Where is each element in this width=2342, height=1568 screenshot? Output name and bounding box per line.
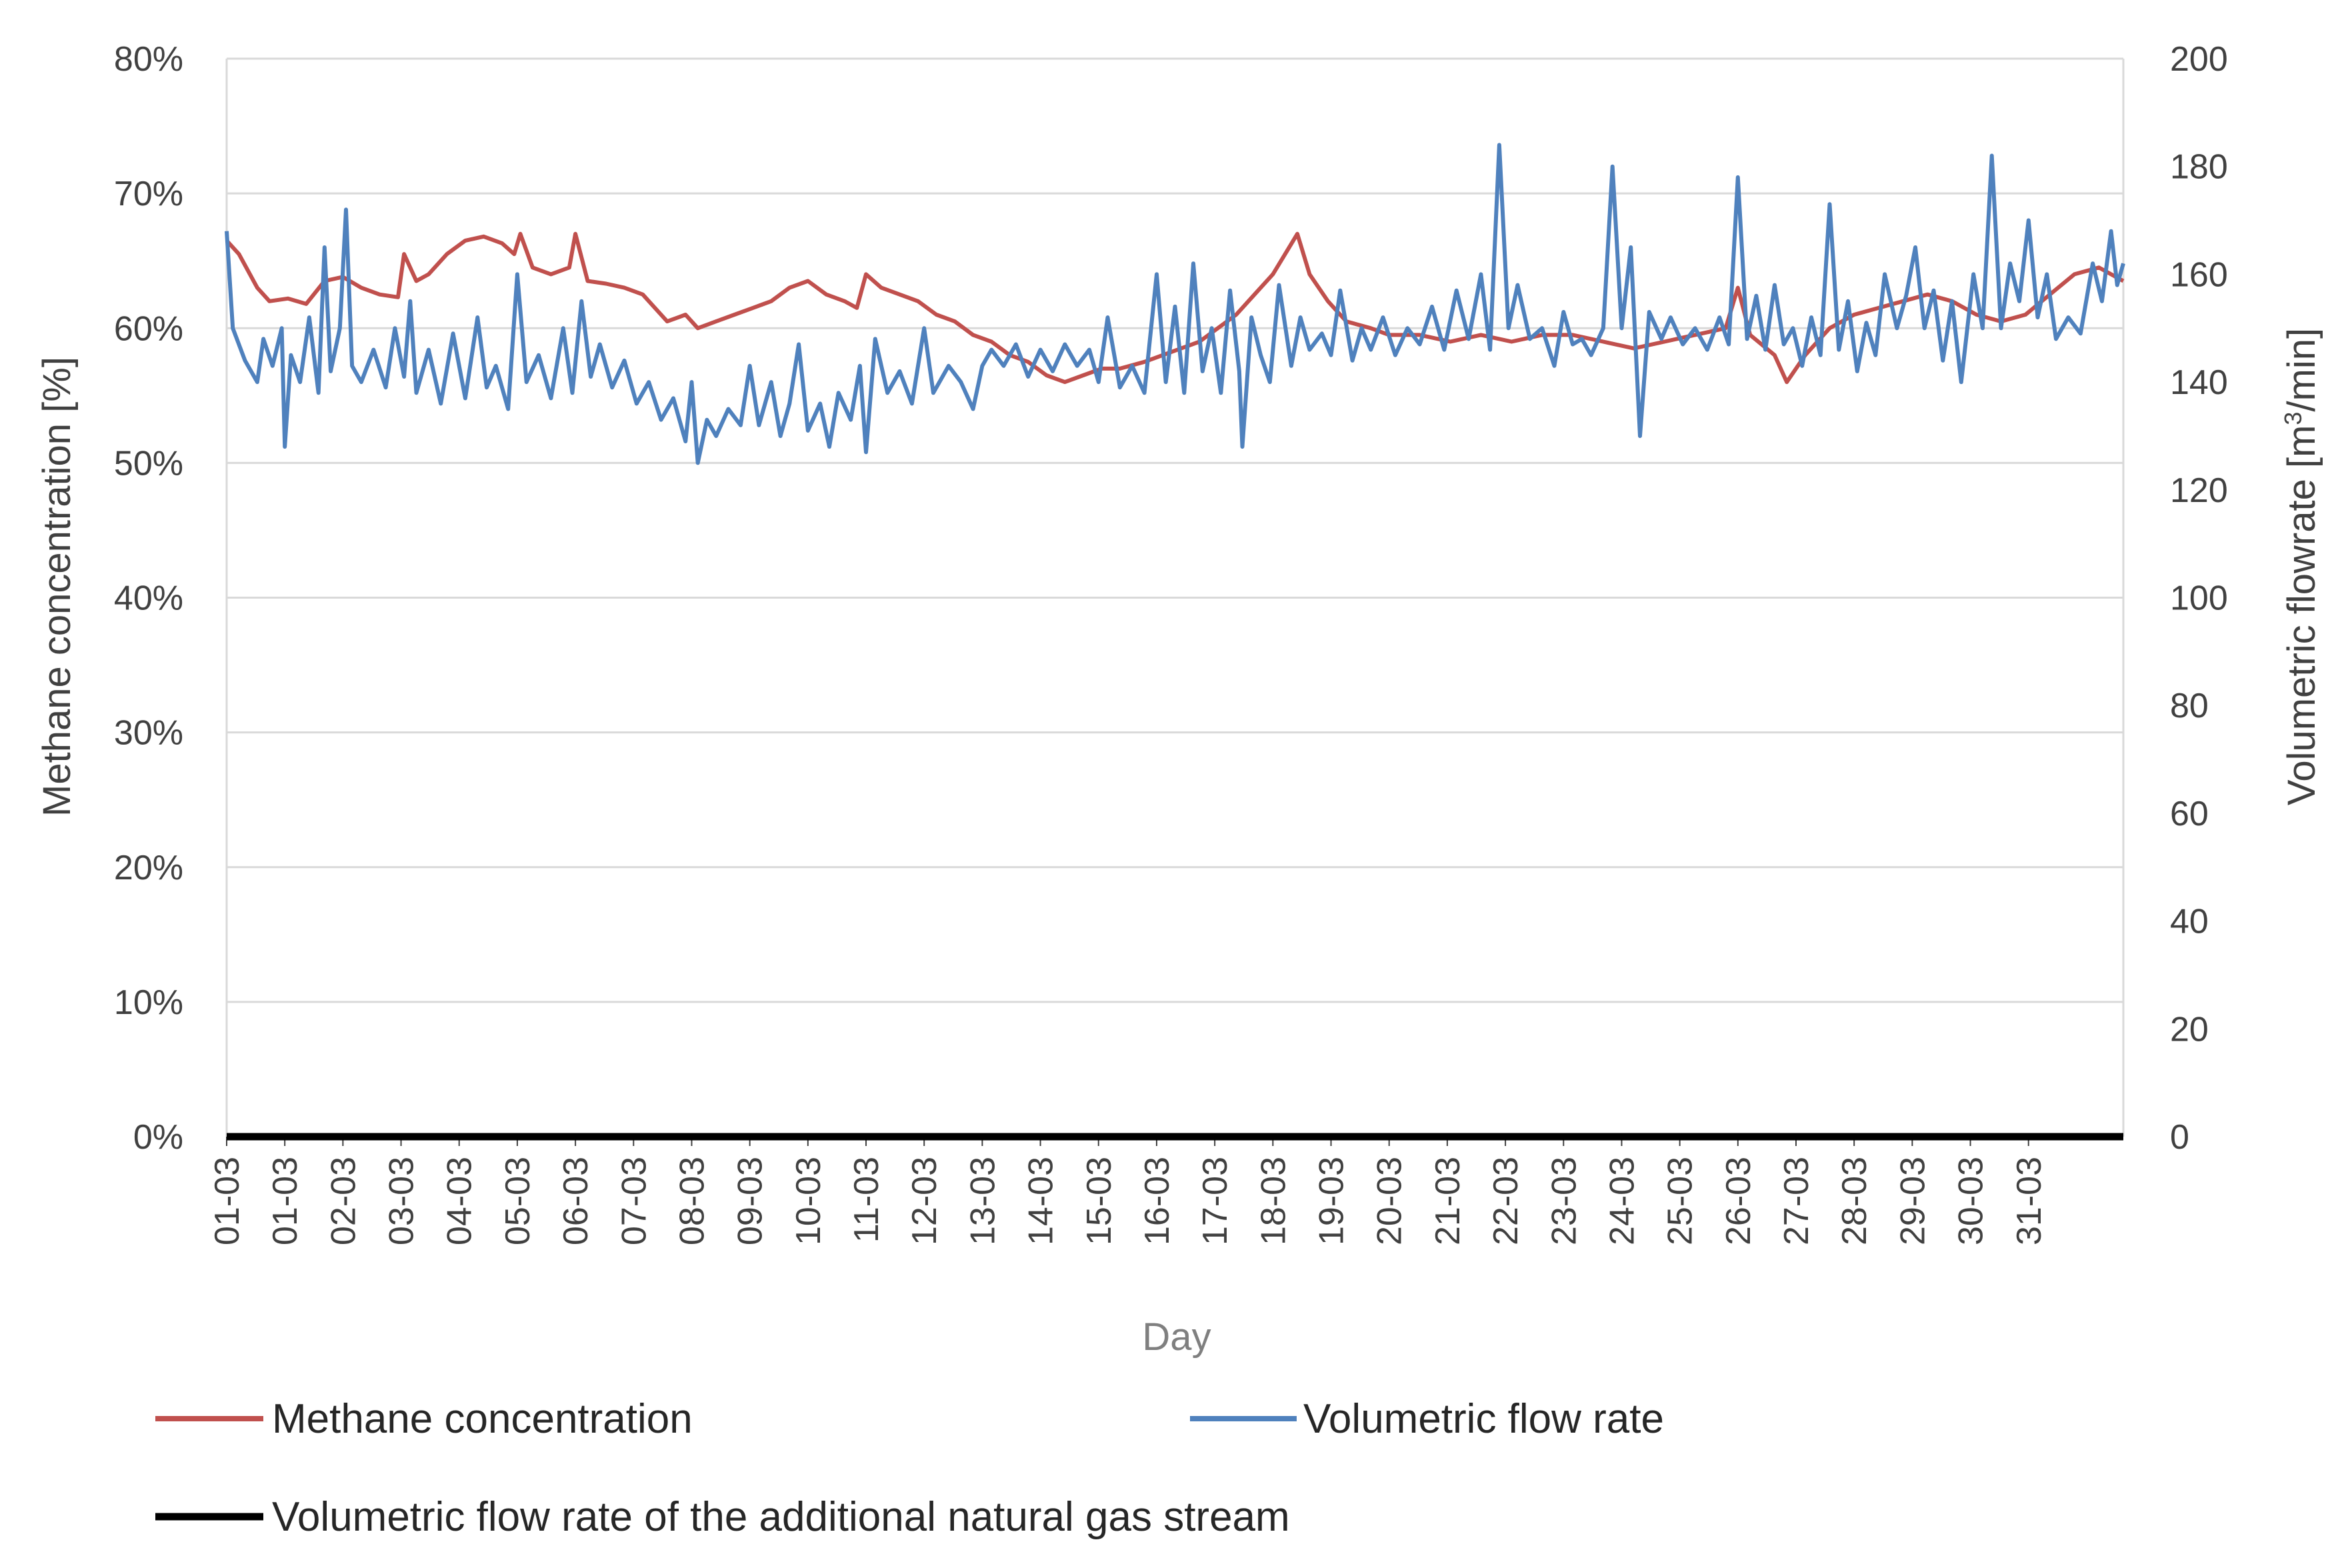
x-tick-label: 12-03 [905,1157,944,1245]
legend-label-flow-rate: Volumetric flow rate [1303,1396,1664,1442]
series-layer [225,143,2125,1141]
x-tick-label: 09-03 [731,1157,770,1245]
legend: Methane concentration Volumetric flow ra… [155,1396,1664,1540]
x-tick-label: 18-03 [1254,1157,1293,1245]
x-tick-label: 13-03 [963,1157,1002,1245]
right-axis-title: Volumetric flowrate [m3/min] [2279,328,2324,805]
x-tick-label: 31-03 [2010,1157,2049,1245]
legend-item-methane: Methane concentration [155,1396,693,1442]
x-tick-label: 03-03 [383,1157,421,1245]
x-tick-label: 01-03 [266,1157,305,1245]
x-tick-label: 16-03 [1138,1157,1177,1245]
x-tick-label: 10-03 [789,1157,828,1245]
legend-item-flow-rate: Volumetric flow rate [1190,1396,1664,1442]
left-y-tick-label: 80% [114,40,183,79]
x-tick-label: 14-03 [1022,1157,1061,1245]
left-y-tick-label: 10% [114,983,183,1022]
x-tick-label: 08-03 [673,1157,711,1245]
left-y-axis-ticks: 0% 10% 20% 30% 40% 50% 60% 70% 80% [114,40,183,1157]
x-tick-label: 30-03 [1952,1157,1991,1245]
x-tick-label: 20-03 [1371,1157,1409,1245]
x-tick-label: 17-03 [1196,1157,1235,1245]
x-tick-label: 22-03 [1487,1157,1525,1245]
right-axis-title-superscript: 3 [2279,412,2307,425]
x-tick-label: 25-03 [1661,1157,1700,1245]
legend-item-natural-gas: Volumetric flow rate of the additional n… [155,1494,1290,1540]
x-tick-label: 23-03 [1545,1157,1583,1245]
left-y-tick-label: 50% [114,444,183,483]
right-axis-title-main: Volumetric flowrate [m [2280,425,2323,806]
left-y-tick-label: 60% [114,309,183,348]
left-y-tick-label: 0% [133,1118,183,1157]
right-y-tick-label: 140 [2170,363,2228,402]
x-tick-label: 05-03 [499,1157,537,1245]
left-y-tick-label: 30% [114,714,183,753]
legend-label-methane: Methane concentration [272,1396,693,1442]
x-tick-label: 01-03 [208,1157,247,1245]
x-tick-label: 11-03 [847,1157,886,1243]
right-y-tick-label: 60 [2170,795,2209,833]
gridlines [225,57,2125,1137]
right-y-axis-ticks: 0 20 40 60 80 100 120 140 160 180 200 [2170,40,2228,1157]
x-tick-label: 02-03 [324,1157,363,1245]
right-y-tick-label: 120 [2170,471,2228,510]
right-y-tick-label: 180 [2170,148,2228,187]
x-tick-label: 21-03 [1429,1157,1467,1245]
x-tick-label: 07-03 [615,1157,653,1245]
x-tick-label: 24-03 [1603,1157,1641,1245]
legend-label-natural-gas: Volumetric flow rate of the additional n… [272,1494,1290,1540]
right-y-tick-label: 80 [2170,687,2209,725]
left-y-tick-label: 20% [114,849,183,887]
x-tick-label: 29-03 [1893,1157,1932,1245]
x-tick-label: 15-03 [1080,1157,1119,1245]
x-tick-label: 27-03 [1777,1157,1816,1245]
x-axis-title: Day [1142,1315,1211,1359]
right-y-tick-label: 100 [2170,579,2228,618]
x-tick-label: 19-03 [1313,1157,1351,1245]
left-axis-title: Methane concentration [%] [35,357,79,817]
volumetric-flow-rate-line [225,143,2125,465]
right-y-tick-label: 160 [2170,255,2228,294]
right-y-tick-label: 40 [2170,903,2209,941]
x-axis-ticks: 01-03 01-03 02-03 03-03 04-03 05-03 06-03 07-03… [208,1137,2049,1245]
left-y-tick-label: 40% [114,579,183,618]
left-y-tick-label: 70% [114,175,183,213]
right-axis-title-suffix: /min] [2280,328,2323,412]
right-y-tick-label: 200 [2170,40,2228,79]
right-y-tick-label: 20 [2170,1010,2209,1049]
x-tick-label: 26-03 [1719,1157,1758,1245]
x-tick-label: 28-03 [1835,1157,1874,1245]
x-tick-label: 06-03 [557,1157,595,1245]
x-tick-label: 04-03 [441,1157,479,1245]
right-y-tick-label: 0 [2170,1118,2189,1157]
